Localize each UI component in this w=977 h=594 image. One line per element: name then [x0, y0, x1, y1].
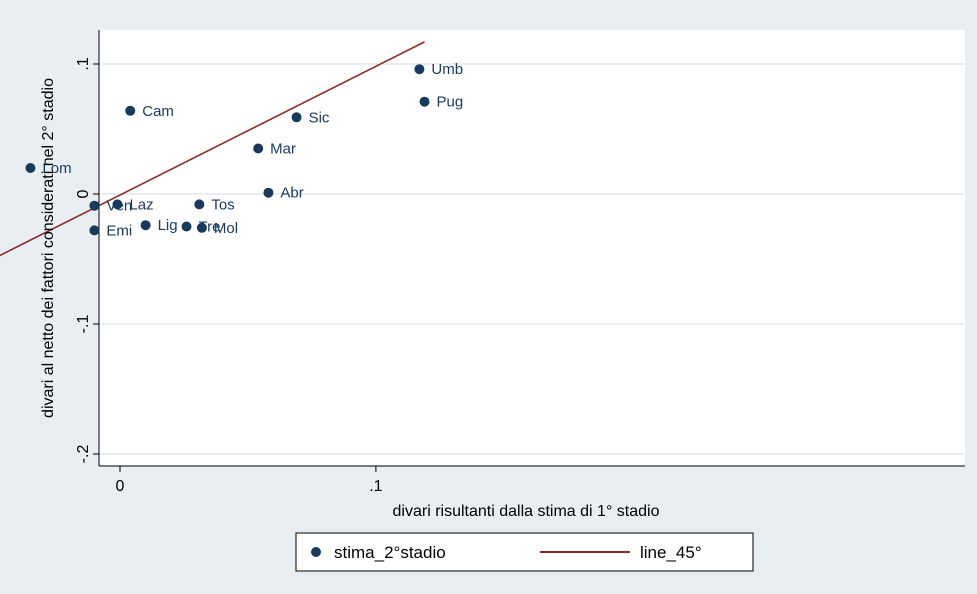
data-point-label: Emi: [106, 222, 132, 239]
data-point: [89, 200, 100, 211]
data-point-label: Mol: [214, 220, 238, 237]
y-tick-label: -.2: [75, 445, 92, 464]
data-point: [181, 221, 192, 232]
legend-label-line: line_45°: [640, 543, 702, 562]
data-point-label: Lom: [42, 160, 71, 177]
gridlines: [99, 63, 965, 455]
data-point: [253, 143, 264, 154]
data-point-label: Cam: [142, 103, 174, 120]
axes: [98, 30, 965, 467]
data-point-label: Lig: [158, 217, 178, 234]
point-labels: UmbPugCamSicMarLomAbrTosVenLazCalLigTreM…: [42, 61, 464, 239]
data-point: [291, 112, 302, 123]
data-point: [419, 96, 430, 107]
data-point: [140, 220, 151, 231]
y-tick-label: .1: [75, 57, 92, 70]
data-point-label: Ven: [106, 198, 132, 215]
legend: stima_2°stadio line_45°: [295, 532, 754, 572]
x-tick-label: .1: [369, 478, 382, 495]
y-tick-label: 0: [75, 189, 92, 198]
data-point-label: Umb: [431, 61, 463, 78]
legend-box: [295, 532, 754, 572]
data-point: [196, 222, 207, 233]
data-point-label: Mar: [270, 141, 296, 158]
data-point: [112, 199, 123, 210]
y-tick-label: -.1: [75, 315, 92, 334]
data-point: [125, 105, 136, 116]
data-point-label: Tre: [199, 219, 221, 236]
x-axis-label: divari risultanti dalla stima di 1° stad…: [393, 503, 660, 520]
data-point-label: Sic: [309, 109, 330, 126]
data-point-label: Laz: [129, 196, 153, 213]
data-point-label: Pug: [437, 94, 464, 111]
data-point: [263, 187, 274, 198]
x-tick-label: 0: [116, 478, 125, 495]
data-point: [414, 64, 425, 75]
y-axis-label: divari al netto dei fattori considerati …: [40, 78, 57, 418]
line-series: [0, 41, 425, 257]
legend-marker-scatter: [311, 547, 321, 557]
scatter-points: [25, 64, 430, 236]
plot-area: [99, 30, 965, 466]
data-point-label: Abr: [280, 185, 303, 202]
x-axis-ticks: -.2-.10.1: [116, 466, 383, 495]
y-axis-ticks: -.2 -.1 0 .1: [75, 57, 99, 463]
legend-label-scatter: stima_2°stadio: [334, 543, 446, 562]
data-point: [194, 199, 205, 210]
line-45-degree: [0, 41, 425, 257]
data-point: [89, 225, 100, 236]
data-point: [25, 163, 36, 173]
data-point-label: Tos: [211, 196, 234, 213]
